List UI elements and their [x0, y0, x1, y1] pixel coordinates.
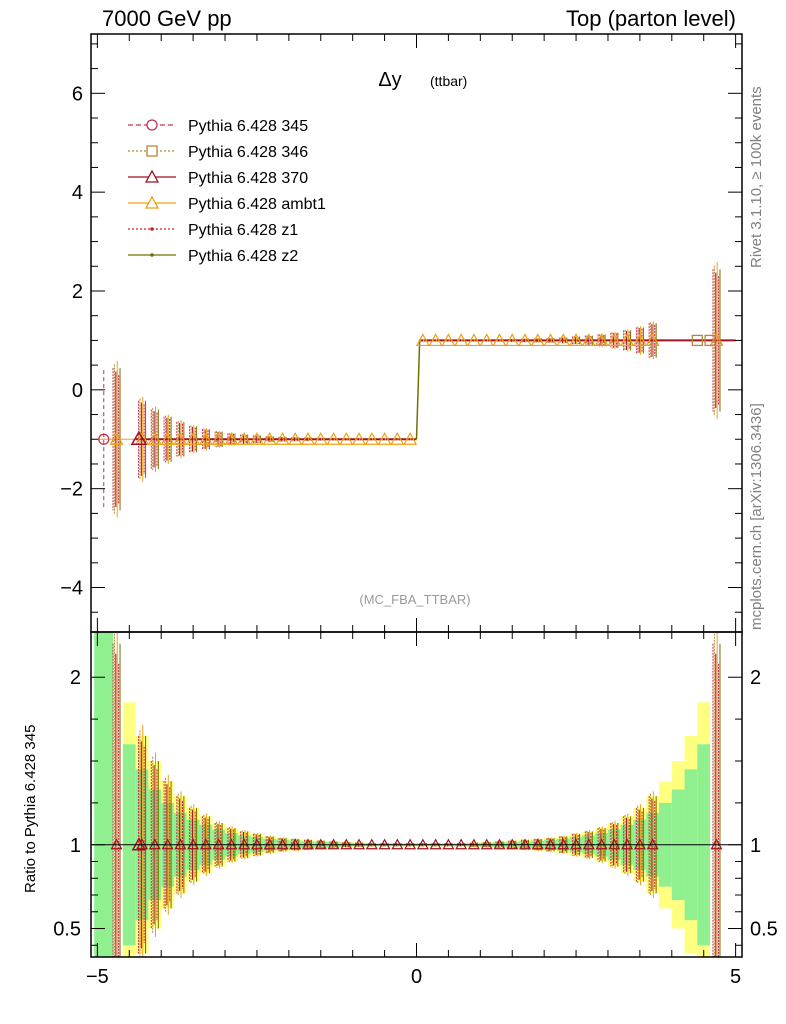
y-tick-label: 6 [72, 83, 83, 105]
x-tick-label: 0 [411, 966, 422, 988]
ratio-y-tick-label: 0.5 [53, 919, 81, 941]
marker-triangle [530, 333, 545, 347]
marker-triangle [249, 432, 264, 445]
y-tick-label: −2 [60, 479, 83, 501]
y-tick-label: 0 [72, 380, 83, 402]
marker-triangle [581, 333, 596, 347]
ratio-plot-frame [90, 631, 743, 958]
legend-label: Pythia 6.428 345 [188, 118, 308, 135]
marker-triangle [186, 432, 201, 445]
chart-watermark: (MC_FBA_TTBAR) [359, 592, 470, 607]
marker-triangle [415, 333, 430, 347]
marker-triangle [607, 333, 622, 347]
marker-triangle [288, 432, 303, 445]
marker-triangle [275, 432, 290, 445]
marker-triangle [441, 333, 456, 347]
marker-triangle [517, 333, 533, 347]
legend-marker [144, 169, 160, 183]
header-collision: 7000 GeV pp [102, 6, 232, 31]
legend-marker [146, 119, 158, 131]
y-tick-label: 2 [72, 281, 83, 303]
marker-triangle [339, 432, 354, 445]
ratio-y-tick-label-right: 1 [750, 835, 761, 857]
marker-triangle [352, 432, 367, 445]
chart-title: Δy [378, 69, 401, 91]
ratio-y-tick-label: 2 [70, 667, 81, 689]
legend: Pythia 6.428 345 Pythia 6.428 346 Pythia 6… [128, 118, 326, 265]
ratio-y-tick-label-right: 0.5 [750, 919, 778, 941]
header-process: Top (parton level) [566, 6, 736, 31]
marker-triangle [262, 432, 277, 445]
marker-triangle [313, 432, 328, 445]
mcplots-reference-label: mcplots.cern.ch [arXiv:1306.3436] [748, 403, 765, 630]
ratio-y-tick-label-right: 2 [750, 667, 761, 689]
legend-marker [150, 227, 154, 231]
ratio-uncertainty-bands [94, 632, 711, 957]
series-line-step [415, 340, 421, 440]
marker-triangle [709, 333, 724, 347]
marker-triangle [505, 333, 520, 347]
marker-triangle [173, 432, 188, 445]
rivet-version-label: Rivet 3.1.10, ≥ 100k events [748, 86, 765, 268]
legend-marker [146, 145, 158, 157]
marker-triangle [569, 333, 584, 347]
marker-triangle [224, 432, 239, 445]
x-tick-label: 5 [730, 966, 741, 988]
marker-triangle [620, 333, 635, 347]
marker-triangle [198, 432, 213, 445]
marker-triangle [466, 333, 481, 347]
marker-triangle [428, 333, 443, 347]
marker-triangle [237, 432, 252, 445]
band-edge-strip [94, 632, 114, 957]
legend-label: Pythia 6.428 z2 [188, 248, 298, 265]
marker-triangle [326, 432, 341, 445]
marker-triangle [377, 432, 392, 445]
marker-triangle [390, 432, 405, 445]
marker-triangle [364, 432, 379, 445]
legend-label: Pythia 6.428 z1 [188, 222, 298, 239]
marker-triangle [109, 432, 124, 445]
x-tick-label: −5 [86, 966, 109, 988]
marker-triangle [645, 333, 660, 347]
marker-triangle [556, 333, 571, 347]
marker-square [704, 334, 716, 347]
marker-triangle-large [130, 430, 148, 446]
marker-triangle [147, 432, 162, 445]
legend-label: Pythia 6.428 346 [188, 144, 308, 161]
marker-triangle [492, 333, 507, 347]
marker-triangle [479, 333, 494, 347]
marker-triangle [543, 333, 558, 347]
marker-triangle [300, 432, 316, 445]
y-tick-label: −4 [60, 578, 83, 600]
ratio-y-axis-label: Ratio to Pythia 6.428 345 [22, 724, 39, 893]
series-layer [97, 262, 736, 957]
legend-marker [144, 195, 160, 209]
marker-triangle [454, 333, 469, 347]
marker-triangle [403, 432, 418, 445]
legend-marker [150, 253, 154, 257]
axes: −5 0 5 −4 −2 0 2 4 6 0.5 0.5 1 1 2 2 [53, 33, 778, 988]
marker-triangle [160, 432, 175, 445]
legend-label: Pythia 6.428 370 [188, 170, 308, 187]
marker-triangle [211, 432, 226, 445]
ratio-y-tick-label: 1 [70, 835, 81, 857]
marker-square [691, 334, 703, 347]
y-tick-label: 4 [72, 182, 83, 204]
legend-label: Pythia 6.428 ambt1 [188, 196, 326, 213]
marker-triangle [594, 333, 609, 347]
chart-title-sub: (ttbar) [430, 73, 467, 89]
marker-triangle [632, 333, 647, 347]
